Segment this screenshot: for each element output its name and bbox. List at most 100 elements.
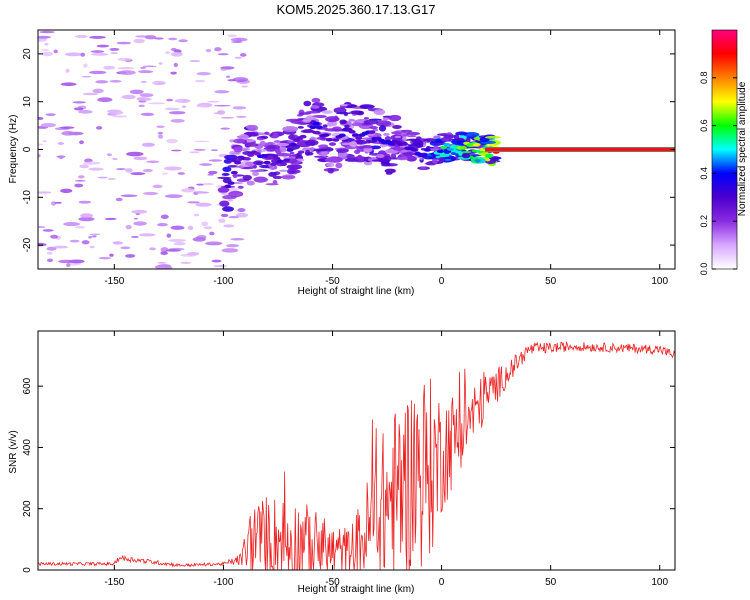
spectrogram-blob <box>158 62 163 65</box>
spectrogram-blob <box>97 176 108 179</box>
spectrogram-blob <box>220 68 228 71</box>
spectrogram-blob <box>74 179 86 182</box>
spectrogram-blob <box>272 175 283 180</box>
spectrogram-blob <box>253 176 268 183</box>
spectrogram-blob <box>165 249 181 252</box>
spectrogram-blob <box>120 246 131 250</box>
spectrogram-blob <box>249 169 265 173</box>
spectrogram-blob <box>46 251 53 255</box>
spectrogram-blob <box>253 160 264 166</box>
spectrogram-blob <box>192 237 206 242</box>
spectrogram-blob <box>158 134 164 139</box>
spectrogram-blob <box>220 213 229 218</box>
spectrogram-blob <box>60 126 75 129</box>
spectrogram-blob <box>196 104 207 108</box>
spectrogram-blob <box>303 100 312 107</box>
chart-title: KOM5.2025.360.17.13.G17 <box>276 2 435 17</box>
spectrogram-blob <box>257 137 265 141</box>
snr-panel: -150 -100 -50 0 50 100 0 200 400 600 Height of st… <box>8 330 676 595</box>
spectrogram-blob <box>213 265 227 267</box>
spectrogram-blob <box>297 150 305 154</box>
spectrogram-blob <box>402 136 407 143</box>
spectrogram-y-label: Frequency (Hz) <box>8 115 19 184</box>
spectrogram-blob <box>166 233 172 238</box>
spectrogram-blob <box>426 138 431 143</box>
spectrogram-blob <box>126 151 144 157</box>
spectrogram-blob <box>400 129 413 133</box>
spectrogram-blob <box>92 88 104 94</box>
spectrogram-blob <box>195 190 205 194</box>
spectrogram-blob <box>81 75 92 78</box>
spectrogram-blob <box>91 52 109 56</box>
spectrogram-blob <box>311 97 321 103</box>
spectrogram-blob <box>279 146 287 153</box>
spectrogram-blob <box>233 146 243 153</box>
ridge-mark <box>270 162 278 167</box>
ridge-mark <box>315 125 323 129</box>
spectrogram-blob <box>38 116 44 120</box>
spectrogram-blob <box>385 171 393 175</box>
spectrogram-blob <box>79 140 84 145</box>
spectrogram-frame <box>37 29 676 270</box>
spectrogram-blob <box>455 131 468 136</box>
spectrogram-blob <box>112 241 123 245</box>
spectrogram-blob <box>272 132 279 139</box>
spectrogram-blob <box>239 147 251 151</box>
spectrogram-blob <box>133 221 147 226</box>
spectrogram-blob <box>322 124 328 128</box>
spectrogram-blob <box>313 148 328 152</box>
x-tick-label: 0 <box>439 577 445 588</box>
spectrogram-blob <box>218 218 226 223</box>
spectrogram-blob <box>80 52 86 57</box>
spectrogram-blob <box>289 151 295 155</box>
spectrogram-blob <box>189 151 200 154</box>
snr-y-label: SNR (v/v) <box>8 430 19 473</box>
spectrogram-blob <box>391 131 402 135</box>
spectrogram-blob <box>223 158 233 164</box>
spectrogram-blob <box>194 79 206 83</box>
spectrogram-blob <box>220 116 235 119</box>
spectrogram-blob <box>232 173 238 179</box>
spectrogram-blob <box>180 261 192 265</box>
spectrogram-blob <box>181 188 195 193</box>
ridge-mark <box>368 130 376 134</box>
spectrogram-blob <box>473 136 481 141</box>
spectrogram-blob <box>341 142 352 146</box>
ridge-mark <box>276 159 284 164</box>
spectrogram-blob <box>160 214 169 220</box>
x-tick-label: -100 <box>213 577 233 588</box>
spectrogram-blob <box>60 188 73 194</box>
spectrogram-blob <box>210 149 219 152</box>
spectrogram-blob <box>38 226 46 229</box>
spectrogram-blob <box>157 223 168 227</box>
spectrogram-blob <box>208 159 223 162</box>
spectrogram-blob <box>326 162 335 168</box>
spectrogram-blob <box>166 138 179 144</box>
spectrogram-blob <box>312 115 324 118</box>
spectrogram-blob <box>304 149 311 156</box>
colorbar-ticks: 0.0 0.2 0.4 0.6 0.8 <box>699 72 737 275</box>
spectrogram-blob <box>79 164 89 169</box>
spectrogram-blob <box>187 225 194 230</box>
spectrogram-blob <box>222 206 234 212</box>
spectrogram-blob <box>38 191 52 194</box>
spectrogram-blob <box>82 92 99 96</box>
spectrogram-blob <box>401 149 408 153</box>
spectrogram-blob <box>162 172 168 175</box>
spectrogram-blob <box>461 150 472 154</box>
spectrogram-blob <box>96 126 103 130</box>
spectrogram-blob <box>83 63 88 68</box>
spectrogram-blob <box>474 159 481 163</box>
colorbar-tick-label: 0.4 <box>699 167 709 180</box>
spectrogram-blob <box>405 155 414 161</box>
spectrogram-blob <box>220 127 231 130</box>
spectrogram-blob <box>196 71 211 76</box>
y-tick-label: 0 <box>22 567 33 573</box>
spectrogram-blob <box>281 174 296 180</box>
spectrogram-blob <box>121 94 136 100</box>
spectrogram-blob <box>97 97 113 103</box>
spectrogram-blob <box>74 225 86 229</box>
ridge-mark <box>423 148 431 152</box>
x-tick-label: 50 <box>545 276 557 287</box>
spectrogram-blob <box>109 79 122 83</box>
